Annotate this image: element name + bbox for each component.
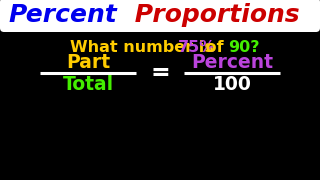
- Text: 75%: 75%: [178, 40, 216, 55]
- Text: of: of: [200, 40, 229, 55]
- Text: Total: Total: [62, 75, 114, 93]
- Text: =: =: [150, 61, 170, 85]
- Text: Proportions: Proportions: [126, 3, 300, 27]
- Text: Part: Part: [66, 53, 110, 71]
- FancyBboxPatch shape: [0, 0, 320, 32]
- Text: 90?: 90?: [228, 40, 260, 55]
- Text: 100: 100: [212, 75, 252, 93]
- Text: Percent: Percent: [191, 53, 273, 71]
- Text: Percent: Percent: [8, 3, 117, 27]
- Text: What number is: What number is: [70, 40, 220, 55]
